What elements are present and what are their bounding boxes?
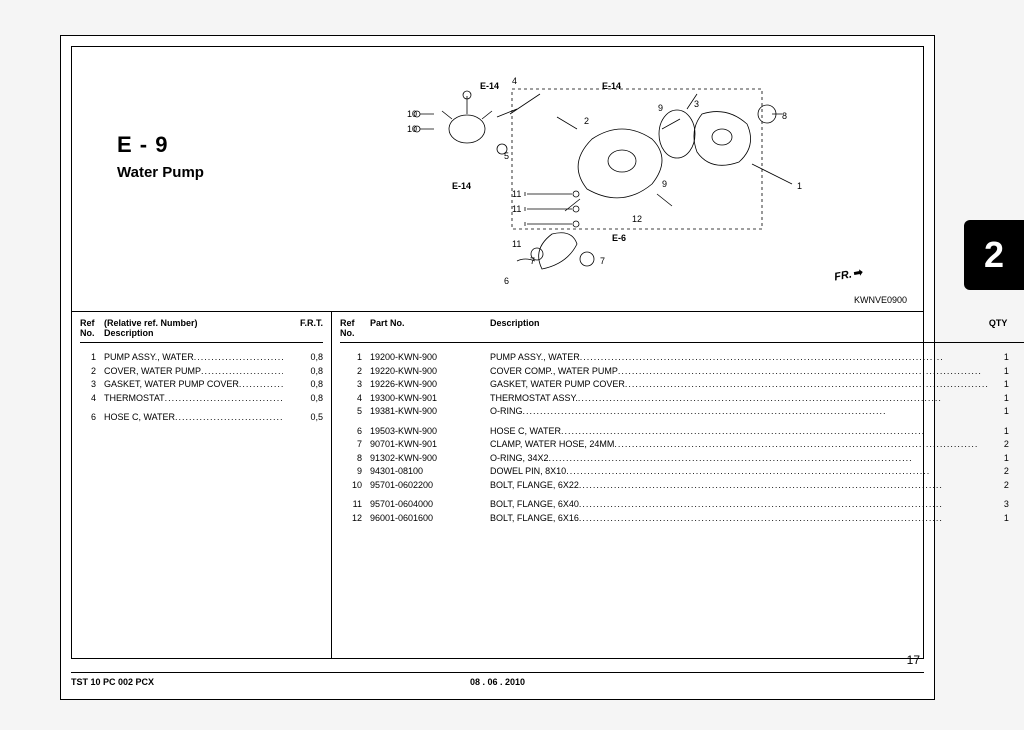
part-row: 419300-KWN-901THERMOSTAT ASSY.1 — [340, 392, 1024, 406]
diagram-region: E - 9 Water Pump — [72, 47, 923, 312]
hdr-frt: F.R.T. — [283, 318, 323, 338]
part-row: 1095701-0602200BOLT, FLANGE, 6X222 — [340, 479, 1024, 493]
section-title: E - 9 Water Pump — [117, 132, 204, 181]
hdr-ref: Ref No. — [340, 318, 370, 338]
fr-direction-arrow: FR. — [833, 266, 864, 284]
ref-e14c: E-14 — [602, 81, 621, 91]
diagram-code: KWNVE0900 — [854, 295, 907, 305]
ref-e14b: E-14 — [480, 81, 499, 91]
parts-header: Ref No. Part No. Description QTY Notes — [340, 318, 1024, 343]
callout-12: 12 — [632, 214, 642, 224]
part-row: 219220-KWN-900COVER COMP., WATER PUMP1 — [340, 365, 1024, 379]
exploded-diagram: 4 10 10 5 E-14 E-14 E-14 2 9 9 3 8 1 12 … — [362, 59, 822, 309]
part-row: 891302-KWN-900O-RING, 34X21 — [340, 452, 1024, 466]
callout-8: 8 — [782, 111, 787, 121]
callout-5: 5 — [504, 151, 509, 161]
callout-1: 1 — [797, 181, 802, 191]
frt-row: 1PUMP ASSY., WATER0,8 — [80, 351, 323, 365]
parts-table: Ref No. (Relative ref. Number) Descripti… — [72, 312, 923, 658]
part-row: 790701-KWN-901CLAMP, WATER HOSE, 24MM2 — [340, 438, 1024, 452]
hdr-qty: QTY — [989, 318, 1024, 338]
chapter-tab: 2 — [964, 220, 1024, 290]
footer-date: 08 . 06 . 2010 — [355, 677, 639, 687]
callout-7a: 7 — [530, 256, 535, 266]
callout-3: 3 — [694, 99, 699, 109]
callout-9a: 9 — [658, 103, 663, 113]
part-row: 1296001-0601600BOLT, FLANGE, 6X161 — [340, 512, 1024, 526]
part-row: 119200-KWN-900PUMP ASSY., WATER1 — [340, 351, 1024, 365]
part-row: 994301-08100DOWEL PIN, 8X102 — [340, 465, 1024, 479]
page: E - 9 Water Pump — [60, 35, 935, 700]
ref-e6: E-6 — [612, 233, 626, 243]
frt-row: 2COVER, WATER PUMP0,8 — [80, 365, 323, 379]
part-row: 619503-KWN-900HOSE C, WATER1 — [340, 425, 1024, 439]
section-name: Water Pump — [117, 164, 204, 181]
callout-11a: 11 — [512, 189, 521, 199]
page-number: 17 — [907, 653, 920, 667]
callout-11c: 11 — [512, 239, 521, 249]
callout-6: 6 — [504, 276, 509, 286]
hdr-desc: Description — [490, 318, 989, 338]
page-footer: TST 10 PC 002 PCX 08 . 06 . 2010 — [71, 672, 924, 687]
footer-doc-id: TST 10 PC 002 PCX — [71, 677, 355, 687]
callout-4: 4 — [512, 76, 517, 86]
frt-row: 4THERMOSTAT0,8 — [80, 392, 323, 406]
part-row: 1195701-0604000BOLT, FLANGE, 6X403 — [340, 498, 1024, 512]
parts-list: Ref No. Part No. Description QTY Notes 1… — [332, 312, 1024, 658]
hdr-desc: (Relative ref. Number) Description — [104, 318, 283, 338]
frt-header: Ref No. (Relative ref. Number) Descripti… — [80, 318, 323, 343]
content-frame: E - 9 Water Pump — [71, 46, 924, 659]
callout-10a: 10 — [407, 109, 417, 119]
part-row: 319226-KWN-900GASKET, WATER PUMP COVER1 — [340, 378, 1024, 392]
frt-row: 6HOSE C, WATER0,5 — [80, 411, 323, 425]
frt-table: Ref No. (Relative ref. Number) Descripti… — [72, 312, 332, 658]
callout-10b: 10 — [407, 124, 417, 134]
part-row: 519381-KWN-900O-RING1 — [340, 405, 1024, 419]
callout-11b: 11 — [512, 204, 521, 214]
hdr-ref: Ref No. — [80, 318, 104, 338]
ref-e14a: E-14 — [452, 181, 471, 191]
callout-9b: 9 — [662, 179, 667, 189]
frt-row: 3GASKET, WATER PUMP COVER0,8 — [80, 378, 323, 392]
callout-7b: 7 — [600, 256, 605, 266]
section-code: E - 9 — [117, 132, 204, 158]
callout-2: 2 — [584, 116, 589, 126]
hdr-part: Part No. — [370, 318, 490, 338]
